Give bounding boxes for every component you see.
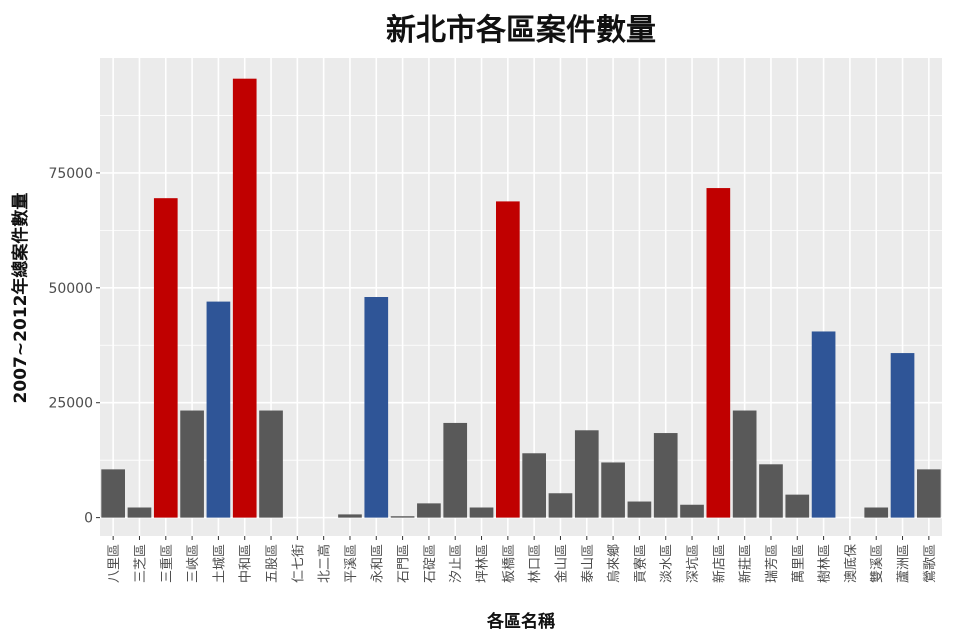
x-tick-label: 雙溪區 — [870, 544, 885, 583]
x-axis: 八里區 三芝區 三重區 三峽區 土城區 中和區 五股區 仁七街 北二高 平溪區 永和區 石門區 石碇區汐… — [107, 536, 938, 583]
x-tick-label: 烏來鄉 — [606, 544, 622, 583]
bar-24: 新店區: 71700 — [706, 188, 731, 518]
x-tick-label: 石碇區 — [423, 544, 438, 583]
bar-17: 林口區: 14000 — [522, 453, 546, 518]
y-tick-label: 0 — [84, 511, 93, 527]
y-axis: 0 25000 50000 75000 — [48, 166, 100, 527]
bar-6: 中和區: 95500 — [232, 78, 257, 518]
y-axis-title: 2007~2012年總案件數量 — [10, 193, 31, 404]
x-tick-label: 五股區 — [265, 544, 280, 583]
bar-23: 深坑區: 2800 — [680, 504, 704, 518]
x-tick-label: 土城區 — [212, 544, 227, 583]
bar-7: 五股區: 23300 — [259, 410, 283, 518]
x-tick-label: 林口區 — [528, 544, 543, 583]
x-tick-label: 板橋區 — [502, 544, 517, 583]
bar-22: 淡水區: 18400 — [653, 433, 678, 518]
bar-14: 汐止區: 20600 — [443, 422, 468, 518]
x-tick-label: 淡水區 — [660, 544, 675, 583]
y-tick-label: 25000 — [48, 396, 93, 412]
x-tick-label: 三芝區 — [132, 544, 148, 583]
bar-18: 金山區: 5300 — [548, 493, 573, 518]
x-tick-label: 新店區 — [711, 544, 727, 583]
x-tick-label: 新莊區 — [738, 544, 754, 583]
x-tick-label: 瑞芳區 — [765, 544, 780, 583]
bar-19: 泰山區: 19000 — [574, 430, 599, 518]
y-tick-label: 75000 — [48, 166, 93, 182]
bar-4: 三峽區: 23300 — [180, 410, 204, 518]
x-tick-label: 三峽區 — [186, 544, 201, 583]
x-tick-label: 平溪區 — [344, 544, 359, 583]
bar-1: 八里區: 10500 — [101, 469, 125, 518]
bar-16: 板橋區: 68800 — [496, 201, 520, 518]
bar-2: 三芝區: 2200 — [127, 507, 152, 518]
x-tick-label: 澳底保 — [843, 544, 859, 583]
bar-26: 瑞芳區: 11600 — [759, 464, 783, 518]
bar-30: 雙溪區: 2200 — [864, 507, 889, 518]
bar-31: 蘆洲區: 35800 — [890, 353, 915, 518]
bars: 八里區: 10500三芝區: 2200三重區: 69500三峽區: 23300土… — [101, 78, 941, 518]
x-tick-label: 中和區 — [239, 544, 254, 583]
x-tick-label: 八里區 — [107, 544, 122, 583]
bar-25: 新莊區: 23300 — [732, 410, 757, 518]
x-tick-label: 北二高 — [317, 544, 333, 583]
x-tick-label: 仁七街 — [291, 544, 306, 583]
x-tick-label: 金山區 — [553, 544, 569, 583]
bar-12: 石門區: 300 — [390, 516, 415, 518]
x-tick-label: 石門區 — [397, 544, 412, 583]
x-axis-title: 各區名稱 — [486, 611, 555, 632]
x-tick-label: 三重區 — [159, 544, 175, 583]
x-tick-label: 永和區 — [370, 544, 385, 583]
bar-15: 坪林區: 2200 — [469, 507, 494, 518]
x-tick-label: 坪林區 — [476, 544, 491, 583]
bar-10: 平溪區: 700 — [338, 514, 362, 518]
x-tick-label: 樹林區 — [818, 544, 833, 583]
bar-20: 烏來鄉: 12000 — [601, 462, 625, 518]
bar-5: 土城區: 47000 — [206, 301, 231, 518]
x-tick-label: 蘆洲區 — [897, 544, 912, 583]
chart-title: 新北市各區案件數量 — [386, 13, 656, 48]
x-tick-label: 泰山區 — [581, 544, 596, 583]
bar-32: 鶯歌區: 10500 — [917, 469, 941, 518]
x-tick-label: 深坑區 — [686, 544, 701, 583]
bar-21: 貢寮區: 3500 — [627, 501, 652, 518]
x-tick-label: 汐止區 — [448, 544, 464, 583]
x-tick-label: 萬里區 — [791, 544, 806, 583]
bar-28: 樹林區: 40500 — [811, 331, 836, 518]
bar-27: 萬里區: 5000 — [785, 494, 810, 518]
bar-3: 三重區: 69500 — [153, 198, 178, 518]
y-tick-label: 50000 — [48, 281, 93, 297]
bar-13: 石碇區: 3100 — [417, 503, 441, 518]
x-tick-label: 鶯歌區 — [923, 544, 938, 583]
x-tick-label: 貢寮區 — [632, 544, 648, 583]
bar-11: 永和區: 48000 — [364, 297, 389, 518]
